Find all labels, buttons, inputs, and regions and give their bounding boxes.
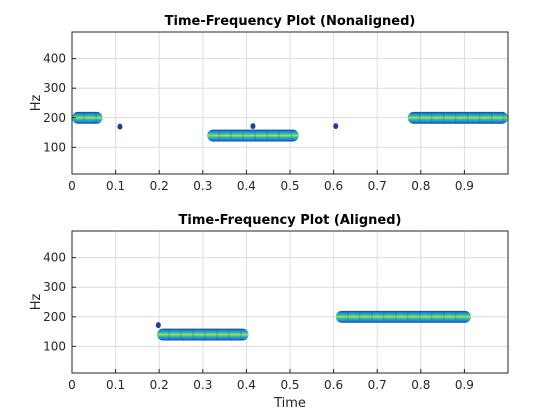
x-tick-label: 0.8 (411, 179, 430, 193)
frequency-band (407, 111, 508, 124)
frequency-band (157, 328, 249, 341)
x-tick-label: 0.1 (106, 378, 125, 392)
y-tick-label: 400 (43, 251, 66, 265)
x-tick-label: 0.2 (150, 378, 169, 392)
spectral-bands (72, 111, 508, 142)
x-tick-label: 0.2 (150, 179, 169, 193)
x-tick-label: 0.8 (411, 378, 430, 392)
frequency-band (335, 310, 471, 323)
energy-blip (333, 123, 339, 130)
x-tick-label: 0.4 (237, 378, 256, 392)
ticks: 0 0.1 0.2 0.3 0.4 0.5 0.6 0.7 0.8 0.9 100 200 300 400 (43, 251, 474, 392)
x-tick-label: 0 (68, 378, 76, 392)
y-tick-label: 300 (43, 81, 66, 95)
x-tick-label: 0.6 (324, 378, 343, 392)
x-tick-label: 0.9 (455, 179, 474, 193)
y-tick-label: 100 (43, 140, 66, 154)
y-tick-label: 400 (43, 52, 66, 66)
x-tick-label: 0.4 (237, 179, 256, 193)
x-tick-label: 0.7 (368, 179, 387, 193)
x-tick-label: 0.3 (193, 179, 212, 193)
x-tick-label: 0.5 (280, 378, 299, 392)
chart-title: Time-Frequency Plot (Aligned) (179, 213, 402, 228)
frequency-band (72, 111, 103, 124)
y-tick-label: 100 (43, 339, 66, 353)
energy-blip (155, 322, 161, 329)
energy-blip (250, 123, 256, 130)
y-axis-label: Hz (29, 294, 44, 311)
subplot-aligned: 0 0.1 0.2 0.3 0.4 0.5 0.6 0.7 0.8 0.9 100 200 300 400… (29, 213, 509, 411)
grid (72, 32, 508, 174)
x-tick-label: 0.7 (368, 378, 387, 392)
frequency-band (207, 129, 299, 142)
x-tick-label: 0.6 (324, 179, 343, 193)
y-axis-label: Hz (29, 95, 44, 112)
x-axis-label: Time (273, 396, 306, 411)
x-tick-label: 0.1 (106, 179, 125, 193)
x-tick-label: 0.3 (193, 378, 212, 392)
x-tick-label: 0 (68, 179, 76, 193)
energy-blip (117, 123, 123, 130)
y-tick-label: 200 (43, 111, 66, 125)
y-tick-label: 200 (43, 310, 66, 324)
ticks: 0 0.1 0.2 0.3 0.4 0.5 0.6 0.7 0.8 0.9 100 200 300 400 (43, 52, 474, 193)
y-tick-label: 300 (43, 280, 66, 294)
subplot-nonaligned: 0 0.1 0.2 0.3 0.4 0.5 0.6 0.7 0.8 0.9 100 200 300 400… (29, 14, 509, 193)
x-tick-label: 0.9 (455, 378, 474, 392)
grid (72, 231, 508, 373)
chart-title: Time-Frequency Plot (Nonaligned) (165, 14, 416, 29)
x-tick-label: 0.5 (280, 179, 299, 193)
spectral-bands (155, 310, 471, 341)
